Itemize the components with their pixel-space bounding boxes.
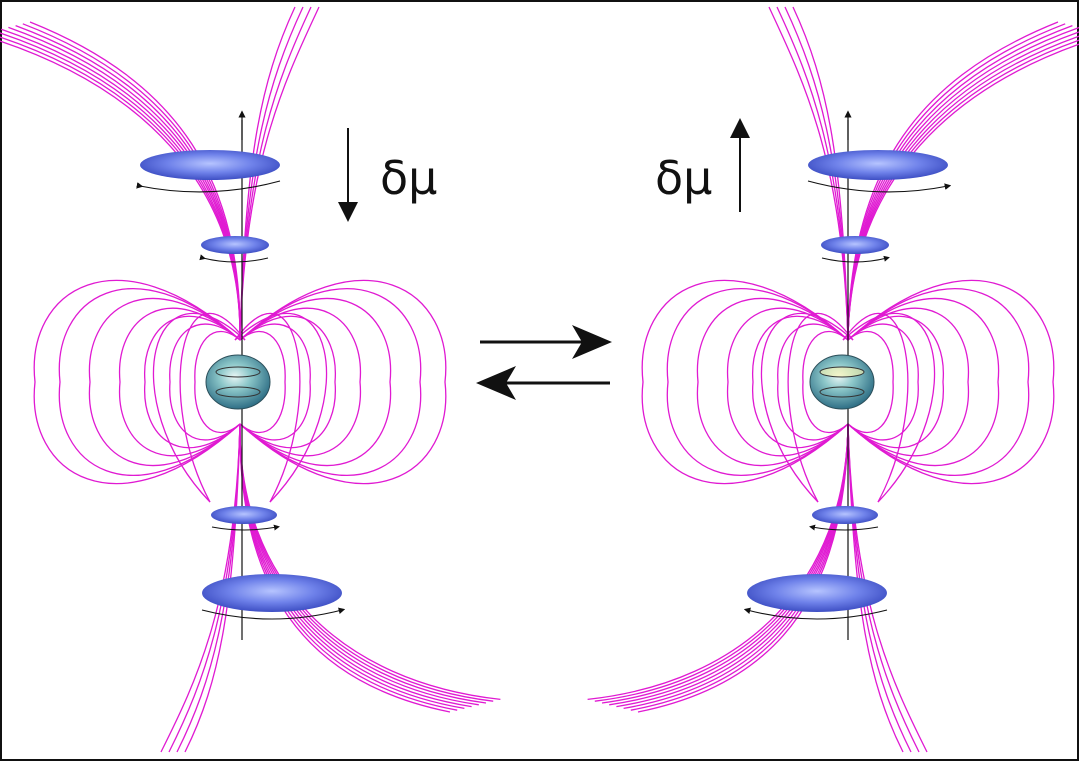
rotation-arrow-right-bottom-small (809, 524, 879, 531)
open-field-line (239, 423, 472, 708)
core-left (205, 354, 271, 410)
open-field-line (594, 423, 849, 702)
disk-left-bottom-large (202, 574, 342, 612)
reverse-arrow-head (476, 366, 516, 400)
right-panel: δμ (587, 6, 1079, 753)
open-field-lines-right (587, 6, 1079, 753)
open-field-line (239, 423, 479, 706)
open-field-line (847, 23, 1066, 341)
dipole-field-line (239, 323, 311, 441)
dipole-field-line (847, 323, 919, 441)
dipole-field-lines-left (33, 279, 447, 503)
dipole-field-line (33, 279, 241, 485)
equilibrium-arrows (476, 325, 612, 400)
dipole-field-line (239, 330, 286, 434)
dipole-field-line (842, 312, 909, 503)
open-field-line (29, 21, 241, 341)
dipole-field-line (847, 288, 1030, 476)
disk-left-top-large (140, 150, 280, 180)
dipole-field-line (239, 288, 422, 476)
dipole-field-line (847, 297, 1000, 467)
rotation-arrow-left-bottom (201, 607, 346, 620)
open-field-line (768, 6, 849, 341)
disk-right-bottom-small (812, 506, 878, 524)
dipole-field-line (641, 279, 849, 485)
rotation-arrow-right-bottom (743, 607, 888, 620)
rotation-arrow-right-top-small (821, 255, 890, 263)
dipole-field-line (802, 330, 849, 434)
left-panel: δμ (0, 6, 501, 753)
disk-right-bottom-large (747, 574, 887, 612)
rotation-arrow-left-bottom-small (211, 524, 280, 531)
core-right (809, 354, 875, 410)
dipole-field-line (239, 279, 447, 485)
open-field-line (609, 423, 849, 706)
dipole-field-line (169, 323, 241, 441)
open-field-line (239, 6, 320, 341)
dipole-field-line (58, 288, 241, 476)
dipole-field-line (239, 307, 362, 457)
dipole-field-line (239, 297, 392, 467)
dipole-field-line (696, 297, 849, 467)
open-field-line (0, 32, 241, 341)
open-field-line (847, 24, 1073, 341)
rotation-arrow-right-top (807, 180, 952, 193)
open-field-line (239, 423, 487, 704)
dipole-field-line (179, 312, 246, 503)
disk-right-top-large (808, 150, 948, 180)
open-field-line (587, 423, 849, 701)
dipole-field-line (234, 312, 301, 503)
dipole-field-line (194, 330, 241, 434)
dipole-field-line (88, 297, 241, 467)
dipole-field-line (144, 315, 241, 449)
dipole-field-lines-right (641, 279, 1055, 503)
delta-mu-label-right: δμ (655, 151, 712, 205)
rotation-arrow-left-top (136, 180, 281, 193)
open-field-line (847, 423, 928, 753)
dipole-field-line (847, 279, 1055, 485)
open-field-line (239, 423, 494, 702)
forward-arrow-head (572, 325, 612, 359)
open-field-line (239, 423, 501, 701)
disk-left-top-small (201, 236, 269, 254)
dipole-field-line (726, 307, 849, 457)
dipole-field-line (234, 312, 328, 503)
dipole-field-line (752, 315, 849, 449)
dipole-field-line (847, 315, 944, 449)
dipole-field-line (118, 307, 241, 457)
open-field-lines-left (0, 6, 501, 753)
dipole-field-line (847, 307, 970, 457)
dipole-field-line (842, 312, 936, 503)
disk-left-bottom-small (211, 506, 277, 524)
dipole-field-line (787, 312, 854, 503)
dipole-field-line (239, 315, 336, 449)
disk-right-top-small (821, 236, 889, 254)
open-field-line (847, 43, 1079, 341)
dipole-field-line (760, 312, 854, 503)
open-field-line (0, 40, 241, 341)
delta-mu-label-left: δμ (380, 151, 437, 205)
dipole-field-line (777, 323, 849, 441)
dipole-field-line (152, 312, 246, 503)
dipole-field-line (847, 330, 894, 434)
dipole-field-line (666, 288, 849, 476)
rotation-arrow-left-top-small (199, 254, 269, 263)
open-field-line (601, 423, 849, 704)
open-field-line (160, 423, 241, 753)
